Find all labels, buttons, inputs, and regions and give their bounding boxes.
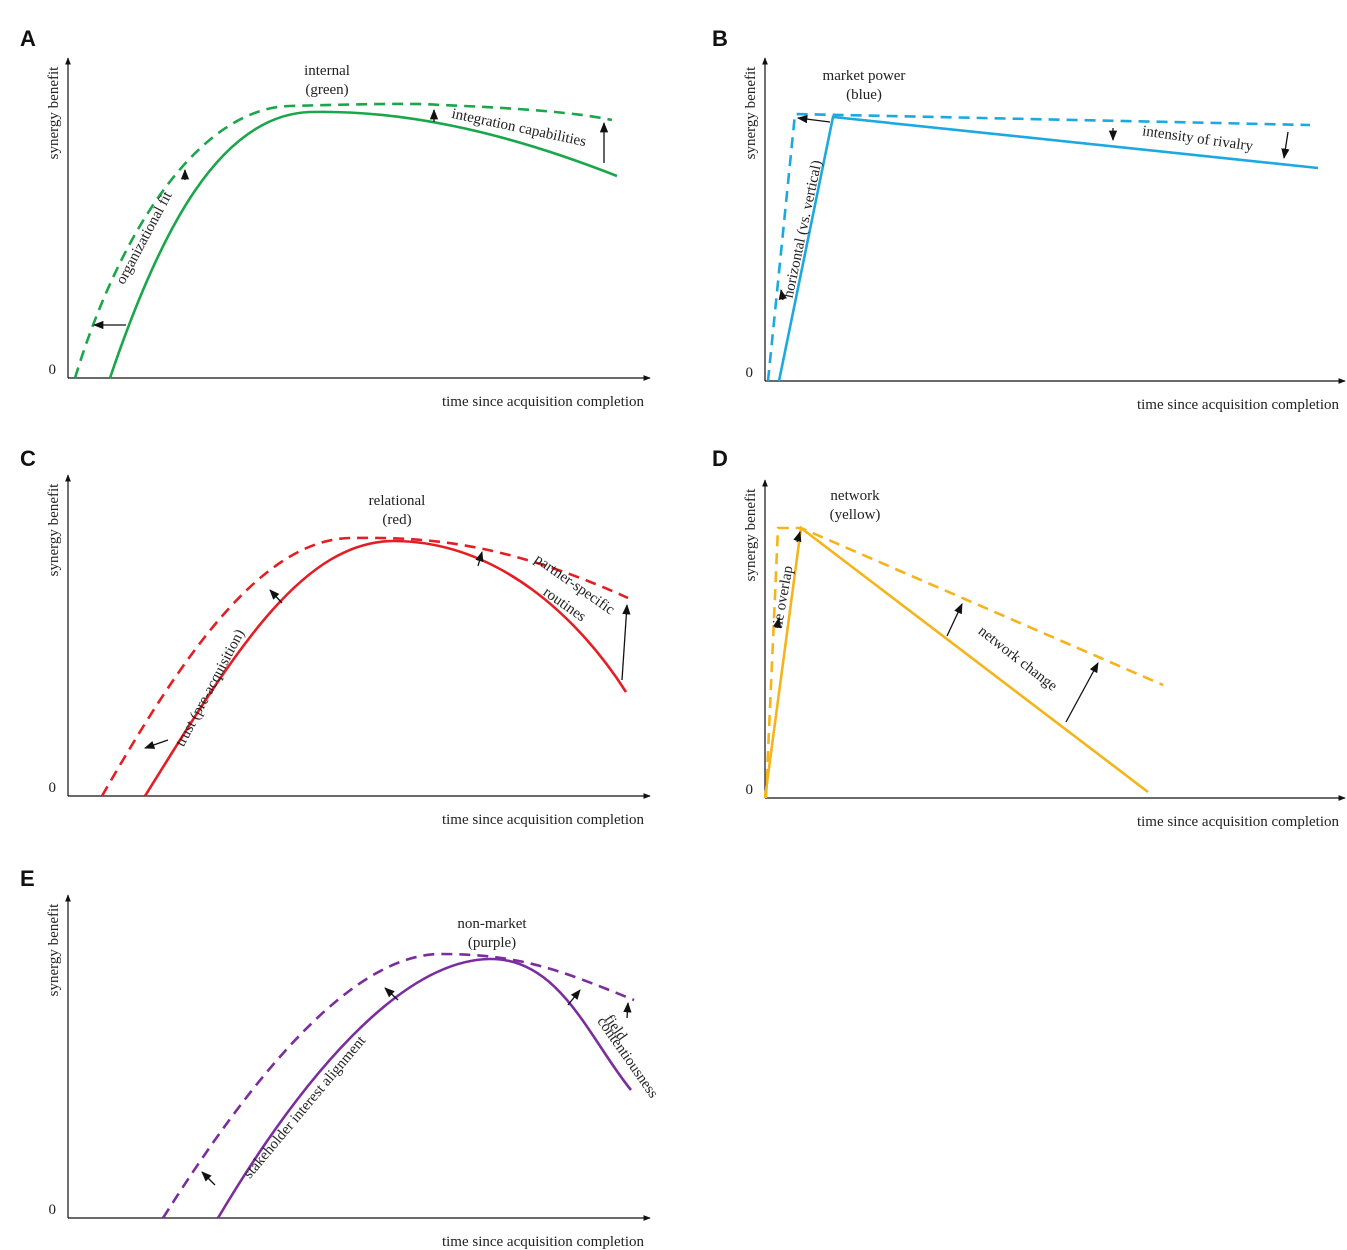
zero-label: 0: [49, 780, 57, 796]
panel: E 0 synergy benefit time since acquisition …: [20, 866, 661, 1250]
dashed-curve: [766, 112, 1311, 382]
zero-label: 0: [746, 365, 754, 381]
zero-label: 0: [49, 1202, 57, 1218]
x-axis-label: time since acquisition completion: [1137, 397, 1340, 413]
y-axis-label: synergy benefit: [743, 66, 759, 159]
solid-curve: [216, 957, 633, 1219]
panel: C 0 synergy benefit time since acquisition …: [20, 446, 651, 828]
x-axis-label: time since acquisition completion: [442, 394, 645, 410]
panel: B 0 synergy benefit time since acquisition …: [712, 26, 1346, 413]
y-axis-label: synergy benefit: [46, 903, 62, 996]
shift-arrow: [1065, 662, 1099, 723]
curve-title: non-market: [457, 916, 527, 932]
y-axis-label: synergy benefit: [743, 488, 759, 581]
x-axis-label: time since acquisition completion: [442, 812, 645, 828]
zero-label: 0: [746, 782, 754, 798]
shift-arrow: [144, 739, 169, 749]
annotation: contentiousness: [593, 1014, 661, 1101]
solid-curve: [777, 115, 1319, 382]
zero-label: 0: [49, 362, 57, 378]
y-axis-label: synergy benefit: [46, 66, 62, 159]
curve-title: relational: [369, 493, 426, 509]
annotation: trust (pre-acquisition): [173, 627, 248, 750]
shift-arrow: [621, 603, 631, 681]
curve-title: (green): [305, 82, 348, 98]
solid-curve: [108, 110, 618, 379]
curve-title: (yellow): [830, 507, 881, 523]
shift-arrow: [475, 551, 484, 567]
dashed-curve: [100, 536, 629, 797]
shift-arrow: [1281, 131, 1290, 160]
shift-arrow: [796, 115, 831, 124]
curve-title: market power: [823, 68, 906, 84]
shift-arrow: [384, 987, 399, 1001]
shift-arrow: [946, 603, 963, 637]
y-axis-label: synergy benefit: [46, 483, 62, 576]
panel-letter: A: [20, 26, 36, 51]
curve-title: internal: [304, 63, 350, 79]
dashed-curve: [161, 952, 635, 1219]
shift-arrow: [269, 589, 283, 604]
shift-arrow: [778, 288, 787, 301]
curve-title: (red): [382, 512, 411, 528]
dashed-curve: [73, 102, 613, 379]
curve-title: network: [830, 488, 880, 504]
solid-curve: [763, 525, 1149, 799]
x-axis-label: time since acquisition completion: [442, 1234, 645, 1250]
panel: A 0 synergy benefit time since acquisition …: [20, 26, 651, 410]
panel-letter: B: [712, 26, 728, 51]
panel-letter: E: [20, 866, 35, 891]
curve-title: (purple): [468, 935, 516, 951]
shift-arrow: [793, 531, 802, 543]
dashed-curve: [764, 526, 1164, 799]
shift-arrow: [623, 1001, 632, 1019]
x-axis-label: time since acquisition completion: [1137, 814, 1340, 830]
shift-arrow: [567, 989, 581, 1006]
shift-arrow: [201, 1171, 216, 1186]
panel-letter: C: [20, 446, 36, 471]
panel: D 0 synergy benefit time since acquisition …: [712, 446, 1346, 830]
panel-letter: D: [712, 446, 728, 471]
solid-curve: [143, 539, 628, 797]
shift-arrow: [773, 616, 782, 629]
panels: A 0 synergy benefit time since acquisition …: [20, 26, 1346, 1250]
curve-title: (blue): [846, 87, 882, 103]
annotation: stakeholder interest alignment: [241, 1032, 370, 1181]
